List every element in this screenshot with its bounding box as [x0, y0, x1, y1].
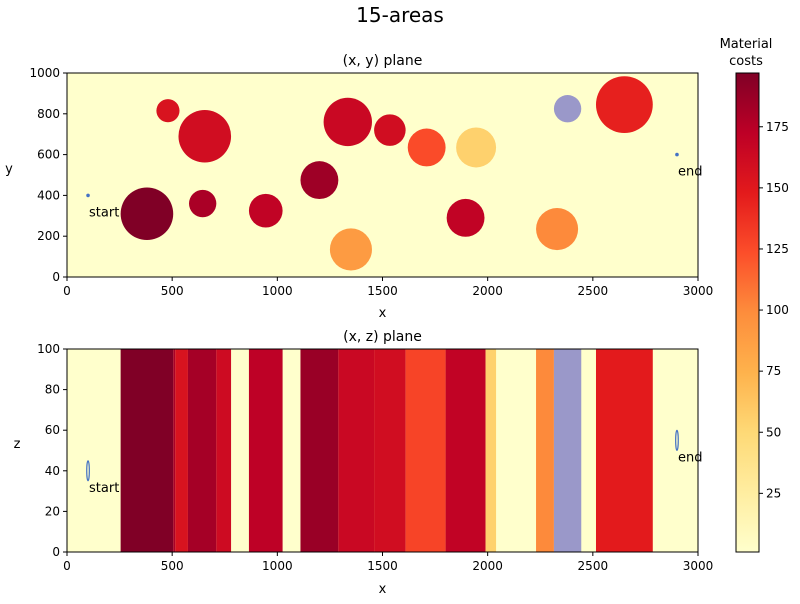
cost-band — [374, 349, 406, 552]
cost-area-circle — [300, 161, 339, 200]
x-tick-label: 500 — [161, 559, 184, 573]
end-point — [675, 429, 679, 451]
cost-area-circle — [456, 127, 497, 168]
xz-plane-bands — [120, 349, 653, 552]
cost-band — [536, 349, 554, 552]
bottom-y-axis-label: z — [14, 437, 21, 452]
xy-plane-points: start end — [86, 152, 703, 220]
top-plot-title: (x, y) plane — [343, 53, 423, 69]
end-label: end — [678, 450, 703, 465]
x-tick-label: 0 — [63, 284, 71, 298]
colorbar-label-line2: costs — [729, 54, 763, 69]
cost-area-circle — [120, 187, 174, 241]
cost-band — [595, 349, 653, 552]
y-tick-label: 0 — [52, 545, 60, 559]
cost-band — [175, 349, 188, 552]
colorbar-tick-label: 100 — [766, 303, 789, 317]
colorbar-tick-label: 50 — [766, 425, 781, 439]
y-tick-label: 100 — [37, 342, 60, 356]
colorbar-tick-label: 75 — [766, 364, 781, 378]
x-tick-label: 2000 — [472, 284, 503, 298]
cost-area-circle — [188, 189, 217, 218]
cost-area-circle — [446, 198, 485, 237]
colorbar-tick-label: 25 — [766, 486, 781, 500]
x-tick-label: 1500 — [367, 284, 398, 298]
end-label: end — [678, 165, 703, 180]
cost-band — [187, 349, 217, 552]
y-tick-label: 1000 — [29, 66, 60, 80]
y-tick-label: 600 — [37, 148, 60, 162]
cost-area-circle — [374, 114, 406, 146]
cost-area-circle — [553, 95, 582, 123]
start-point — [86, 460, 90, 482]
x-tick-label: 500 — [161, 284, 184, 298]
xy-plane-areas — [120, 76, 653, 271]
colorbar-tick-label: 125 — [766, 242, 789, 256]
cost-band — [445, 349, 486, 552]
xy-plane-plot: start end 0 500 1000 1500 2000 2500 3000 0 200 40… — [29, 66, 713, 298]
top-y-axis-label: y — [5, 162, 13, 177]
colorbar-ticks: 25 50 75 100 125 150 175 — [759, 120, 789, 500]
cost-band — [248, 349, 283, 552]
x-tick-label: 2500 — [578, 559, 609, 573]
bottom-x-axis-label: x — [379, 582, 387, 597]
cost-band — [216, 349, 232, 552]
x-tick-label: 1000 — [262, 559, 293, 573]
x-tick-label: 1000 — [262, 284, 293, 298]
colorbar — [735, 72, 760, 553]
xz-plane-points: start end — [86, 429, 703, 496]
cost-band — [300, 349, 339, 552]
start-label: start — [89, 205, 119, 220]
xy-plane-y-ticks: 0 200 400 600 800 1000 — [29, 66, 67, 284]
top-x-axis-label: x — [379, 306, 387, 321]
cost-area-circle — [248, 193, 283, 228]
y-tick-label: 20 — [45, 504, 60, 518]
start-point — [86, 193, 90, 198]
cost-band — [553, 349, 582, 552]
xy-plane-x-ticks: 0 500 1000 1500 2000 2500 3000 — [63, 277, 713, 298]
cost-band — [120, 349, 174, 552]
cost-area-circle — [329, 228, 372, 271]
end-point — [675, 152, 679, 157]
y-tick-label: 40 — [45, 464, 60, 478]
x-tick-label: 2000 — [472, 559, 503, 573]
x-tick-label: 3000 — [683, 559, 714, 573]
cost-area-circle — [156, 99, 180, 123]
y-tick-label: 80 — [45, 383, 60, 397]
cost-area-circle — [178, 109, 232, 163]
cost-area-circle — [536, 208, 579, 251]
colorbar-tick-label: 150 — [766, 181, 789, 195]
cost-band — [173, 349, 176, 552]
xz-plane-x-ticks: 0 500 1000 1500 2000 2500 3000 — [63, 552, 713, 573]
y-tick-label: 200 — [37, 229, 60, 243]
start-label: start — [89, 481, 119, 496]
y-tick-label: 60 — [45, 423, 60, 437]
xz-plane-y-ticks: 0 20 40 60 80 100 — [37, 342, 67, 559]
x-tick-label: 0 — [63, 559, 71, 573]
x-tick-label: 2500 — [578, 284, 609, 298]
cost-area-circle — [595, 76, 653, 134]
cost-area-circle — [323, 97, 372, 147]
y-tick-label: 0 — [52, 270, 60, 284]
colorbar-label-line1: Material — [720, 37, 773, 52]
figure-title: 15-areas — [356, 3, 444, 27]
cost-band — [405, 349, 446, 552]
colorbar-tick-label: 175 — [766, 120, 789, 134]
xz-plane-plot: start end 0 500 1000 1500 2000 2500 3000 0 20 40 6… — [37, 342, 713, 573]
bottom-plot-title: (x, z) plane — [343, 329, 422, 345]
cost-area-circle — [407, 128, 446, 167]
cost-band — [485, 349, 497, 552]
cost-band — [338, 349, 375, 552]
y-tick-label: 400 — [37, 188, 60, 202]
y-tick-label: 800 — [37, 107, 60, 121]
x-tick-label: 3000 — [683, 284, 714, 298]
x-tick-label: 1500 — [367, 559, 398, 573]
